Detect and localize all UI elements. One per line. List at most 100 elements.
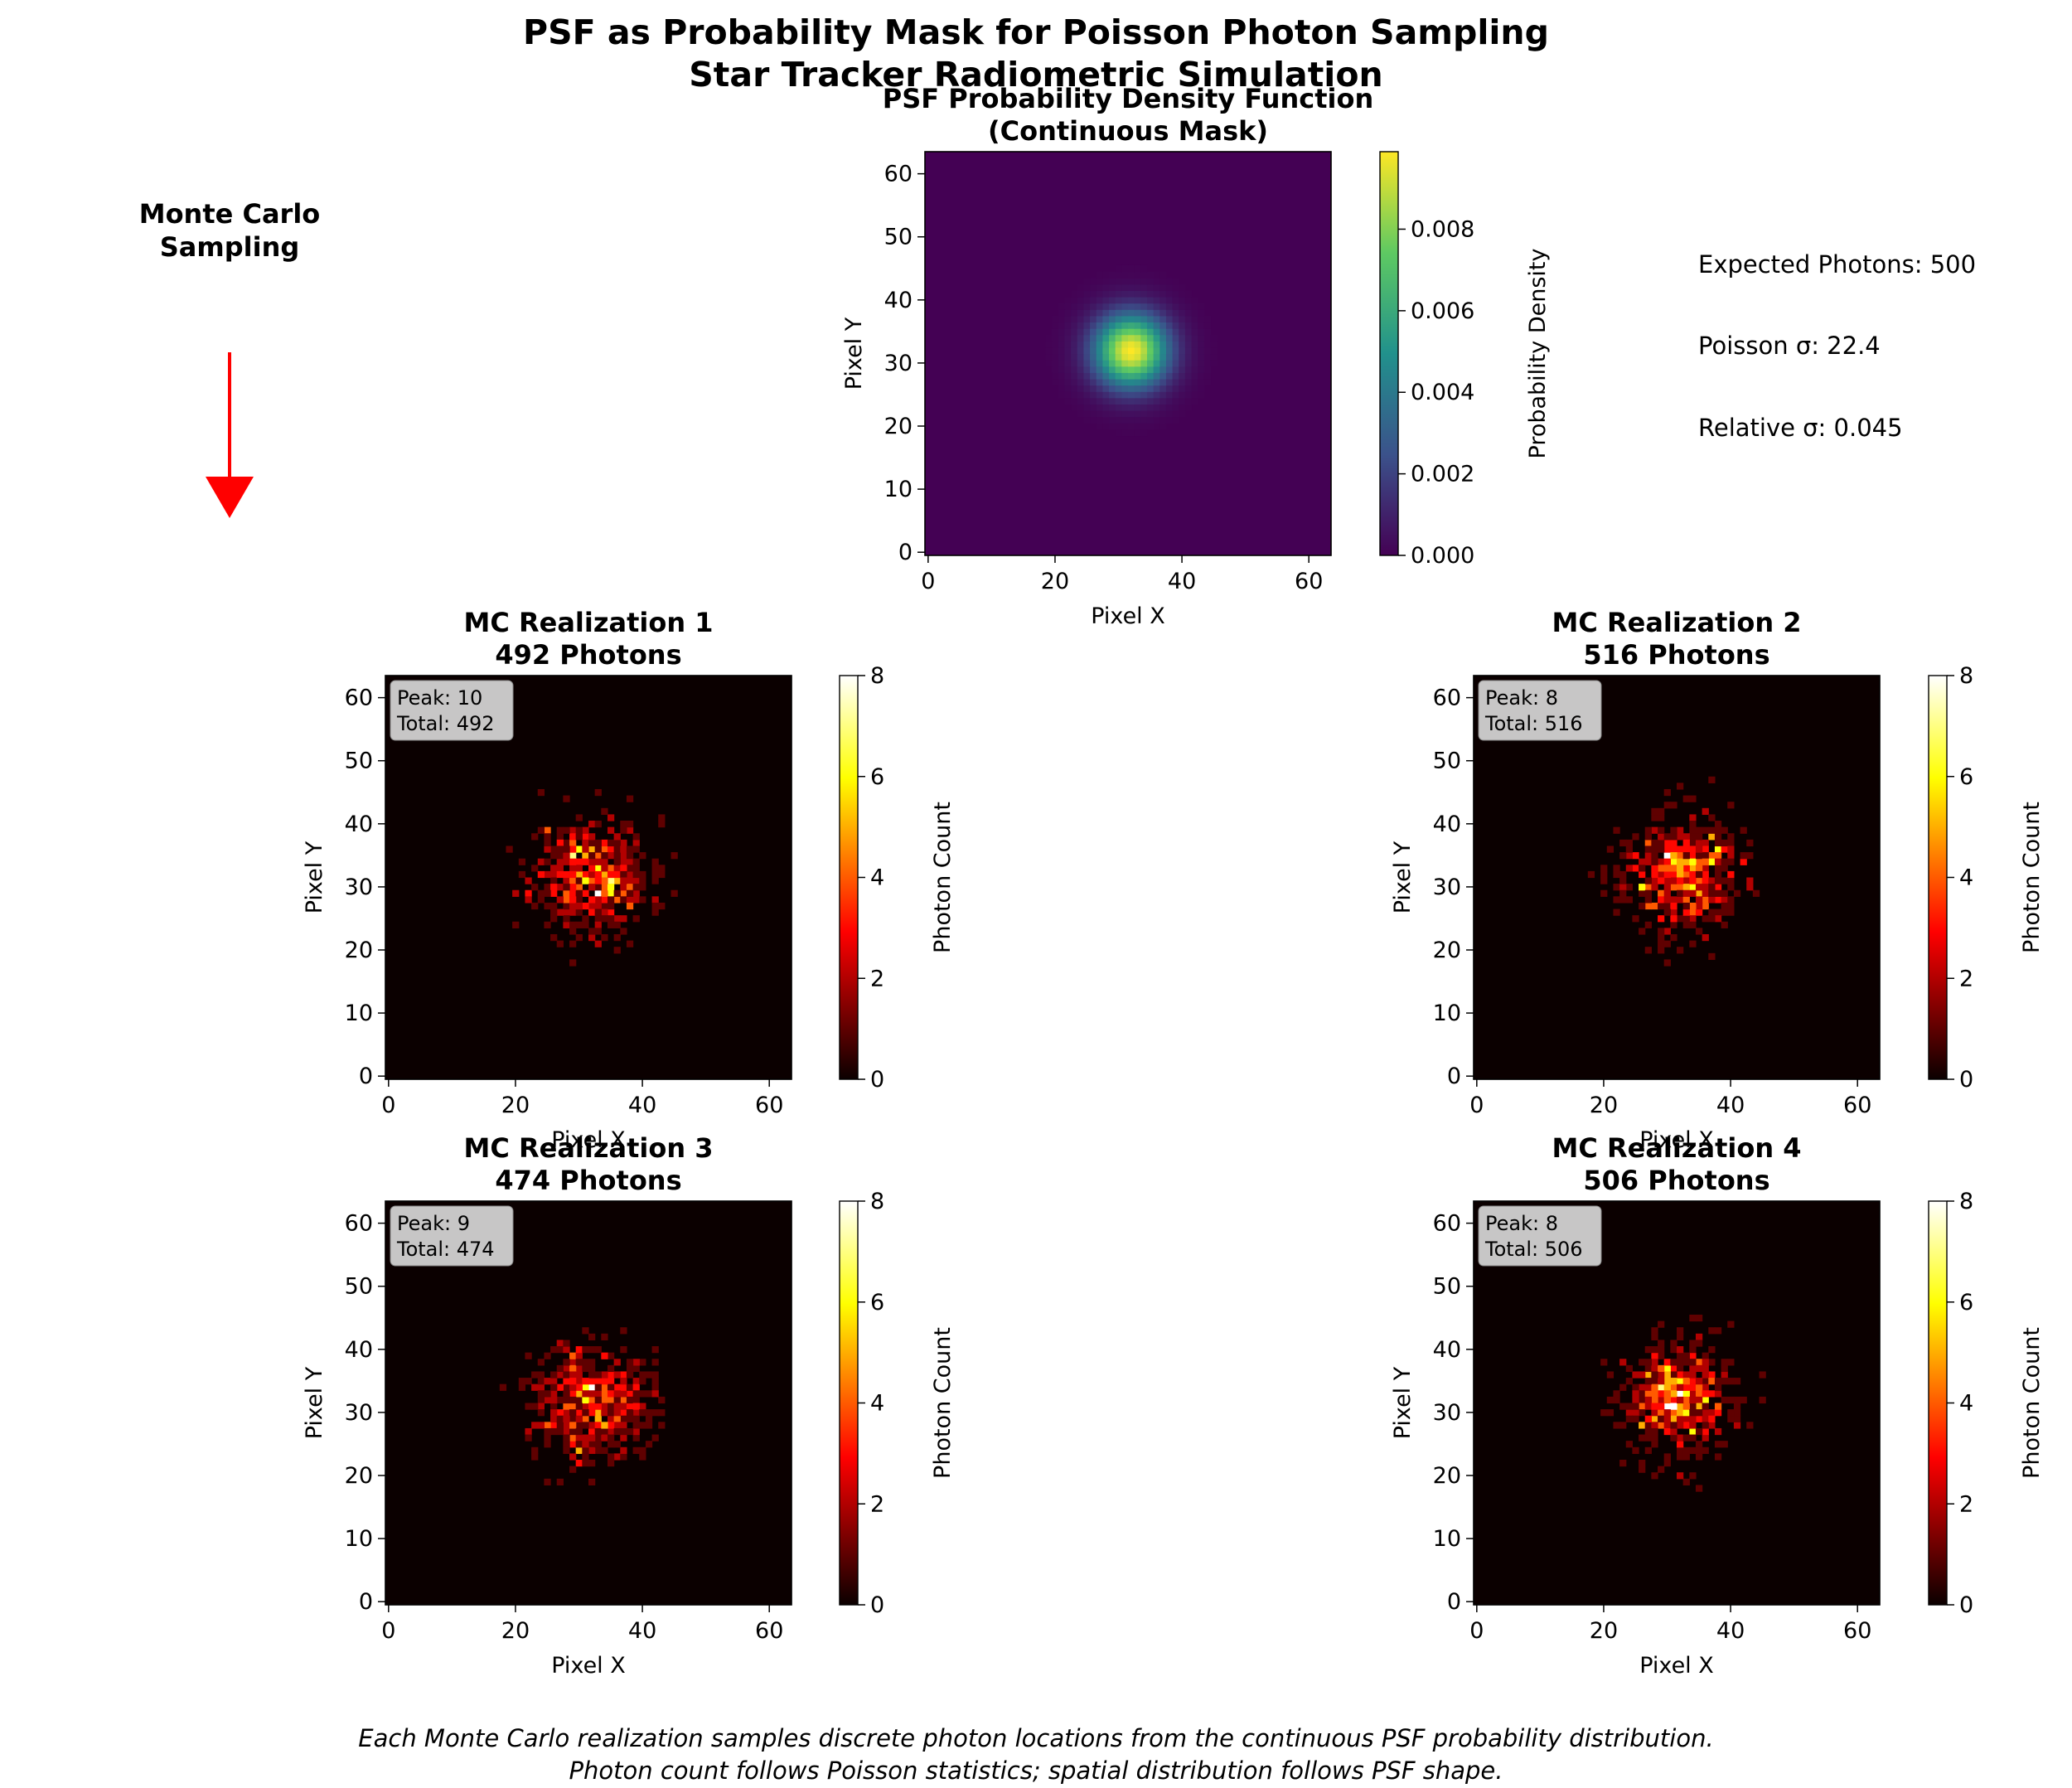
mc-annotation-line1: Monte Carlo bbox=[139, 198, 321, 230]
psf-axes-frame bbox=[924, 151, 1332, 556]
mc2-ytick-label: 20 bbox=[1433, 938, 1461, 963]
psf-ytick-label: 20 bbox=[884, 414, 913, 439]
psf-colorbar-label: Probability Density bbox=[1525, 249, 1551, 459]
psf-ylabel: Pixel Y bbox=[841, 317, 867, 390]
mc4-heatmap-image bbox=[1474, 1201, 1880, 1605]
mc2-colorbar-tick-label: 8 bbox=[1959, 663, 1973, 689]
mc1-ytick-label: 20 bbox=[345, 938, 373, 963]
mc2-info-total: Total: 516 bbox=[1484, 712, 1583, 735]
mc4-title-line1: MC Realization 4 bbox=[1552, 1132, 1802, 1164]
mc1-xtick-label: 20 bbox=[501, 1093, 530, 1118]
mc3-xlabel: Pixel X bbox=[551, 1653, 626, 1679]
mc4-ylabel: Pixel Y bbox=[1390, 1366, 1416, 1439]
mc1-colorbar-tick-label: 4 bbox=[870, 865, 884, 891]
mc1-info-box bbox=[390, 680, 514, 741]
psf-colorbar-tick-label: 0.006 bbox=[1411, 298, 1474, 324]
mc4-xtick-label: 20 bbox=[1590, 1618, 1618, 1644]
mc3-ytick-label: 50 bbox=[345, 1274, 373, 1300]
psf-title-line1: PSF Probability Density Function bbox=[883, 83, 1374, 114]
psf-heatmap-image bbox=[925, 152, 1331, 555]
mc4-colorbar bbox=[1928, 1200, 1948, 1606]
psf-colorbar-tick-label: 0.000 bbox=[1411, 543, 1474, 569]
mc4-xtick-label: 60 bbox=[1843, 1618, 1871, 1644]
mc1-colorbar-tick-label: 6 bbox=[870, 764, 884, 790]
mc3-xtick-label: 60 bbox=[755, 1618, 783, 1644]
mc4-colorbar-tick-label: 0 bbox=[1959, 1592, 1973, 1618]
mc2-heatmap-image bbox=[1474, 676, 1880, 1079]
mc3-ytick-label: 0 bbox=[359, 1589, 373, 1615]
psf-title-line2: (Continuous Mask) bbox=[988, 115, 1268, 147]
mc2-xtick-label: 0 bbox=[1469, 1093, 1484, 1118]
mc2-colorbar-tick-label: 2 bbox=[1959, 966, 1973, 991]
psf-xtick-label: 60 bbox=[1295, 569, 1323, 594]
mc4-ytick-label: 0 bbox=[1447, 1589, 1461, 1615]
mc2-title-line1: MC Realization 2 bbox=[1552, 607, 1802, 638]
mc2-colorbar-tick-label: 6 bbox=[1959, 764, 1973, 790]
mc3-xtick-label: 20 bbox=[501, 1618, 530, 1644]
psf-ytick-label: 40 bbox=[884, 288, 913, 313]
mc4-ytick-label: 30 bbox=[1433, 1400, 1461, 1426]
mc4-xtick-label: 40 bbox=[1716, 1618, 1745, 1644]
mc3-info-peak: Peak: 9 bbox=[397, 1212, 470, 1235]
mc4-colorbar-tick-label: 2 bbox=[1959, 1491, 1973, 1517]
mc3-ytick-label: 20 bbox=[345, 1463, 373, 1489]
mc1-ytick-label: 50 bbox=[345, 749, 373, 774]
mc4-axes-frame bbox=[1473, 1200, 1881, 1606]
mc1-title-line1: MC Realization 1 bbox=[464, 607, 714, 638]
mc1-xtick-label: 60 bbox=[755, 1093, 783, 1118]
mc1-colorbar bbox=[839, 675, 859, 1080]
stat-expected-photons: Expected Photons: 500 bbox=[1698, 250, 1976, 279]
mc1-colorbar-tick-label: 8 bbox=[870, 663, 884, 689]
psf-xtick-label: 40 bbox=[1168, 569, 1196, 594]
mc1-ytick-label: 30 bbox=[345, 875, 373, 900]
mc4-ytick-label: 60 bbox=[1433, 1211, 1461, 1237]
mc1-axes-frame bbox=[385, 675, 792, 1080]
mc3-axes-frame bbox=[385, 1200, 792, 1606]
psf-xtick-label: 20 bbox=[1041, 569, 1069, 594]
mc1-colorbar-tick-label: 0 bbox=[870, 1067, 884, 1093]
mc4-info-box bbox=[1478, 1205, 1602, 1267]
mc2-ytick-label: 60 bbox=[1433, 686, 1461, 711]
figure-title-line2: Star Tracker Radiometric Simulation bbox=[689, 55, 1382, 94]
mc3-colorbar-tick-label: 2 bbox=[870, 1491, 884, 1517]
mc4-title-line2: 506 Photons bbox=[1583, 1165, 1769, 1196]
mc1-ytick-label: 40 bbox=[345, 812, 373, 837]
mc4-ytick-label: 40 bbox=[1433, 1337, 1461, 1363]
mc2-ytick-label: 50 bbox=[1433, 749, 1461, 774]
mc2-ylabel: Pixel Y bbox=[1390, 841, 1416, 913]
stat-relative-sigma: Relative σ: 0.045 bbox=[1698, 414, 1903, 442]
figure-title-line1: PSF as Probability Mask for Poisson Phot… bbox=[523, 12, 1549, 52]
mc1-info-peak: Peak: 10 bbox=[397, 686, 482, 710]
mc3-info-box bbox=[390, 1205, 514, 1267]
mc4-xtick-label: 0 bbox=[1469, 1618, 1484, 1644]
psf-colorbar-tick-label: 0.008 bbox=[1411, 216, 1474, 242]
mc3-info-total: Total: 474 bbox=[396, 1238, 495, 1261]
psf-colorbar bbox=[1379, 151, 1399, 556]
mc1-xtick-label: 40 bbox=[628, 1093, 656, 1118]
mc4-info-total: Total: 506 bbox=[1484, 1238, 1583, 1261]
mc2-xtick-label: 20 bbox=[1590, 1093, 1618, 1118]
mc2-ytick-label: 10 bbox=[1433, 1001, 1461, 1026]
mc4-ytick-label: 20 bbox=[1433, 1463, 1461, 1489]
mc3-ytick-label: 60 bbox=[345, 1211, 373, 1237]
mc1-ylabel: Pixel Y bbox=[302, 841, 327, 913]
mc3-ytick-label: 10 bbox=[345, 1526, 373, 1552]
stat-poisson-sigma: Poisson σ: 22.4 bbox=[1698, 332, 1881, 360]
psf-colorbar-tick-label: 0.002 bbox=[1411, 462, 1474, 487]
psf-ytick-label: 30 bbox=[884, 351, 913, 376]
mc1-xlabel: Pixel X bbox=[551, 1127, 626, 1153]
mc1-info-total: Total: 492 bbox=[396, 712, 495, 735]
mc3-heatmap-image bbox=[385, 1201, 792, 1605]
psf-xlabel: Pixel X bbox=[1091, 603, 1165, 629]
mc2-xtick-label: 60 bbox=[1843, 1093, 1871, 1118]
mc4-xlabel: Pixel X bbox=[1639, 1653, 1714, 1679]
mc2-ytick-label: 0 bbox=[1447, 1064, 1461, 1089]
mc4-colorbar-tick-label: 8 bbox=[1959, 1189, 1973, 1214]
mc3-xtick-label: 40 bbox=[628, 1618, 656, 1644]
psf-panel: PSF Probability Density Function(Continu… bbox=[841, 83, 1551, 629]
